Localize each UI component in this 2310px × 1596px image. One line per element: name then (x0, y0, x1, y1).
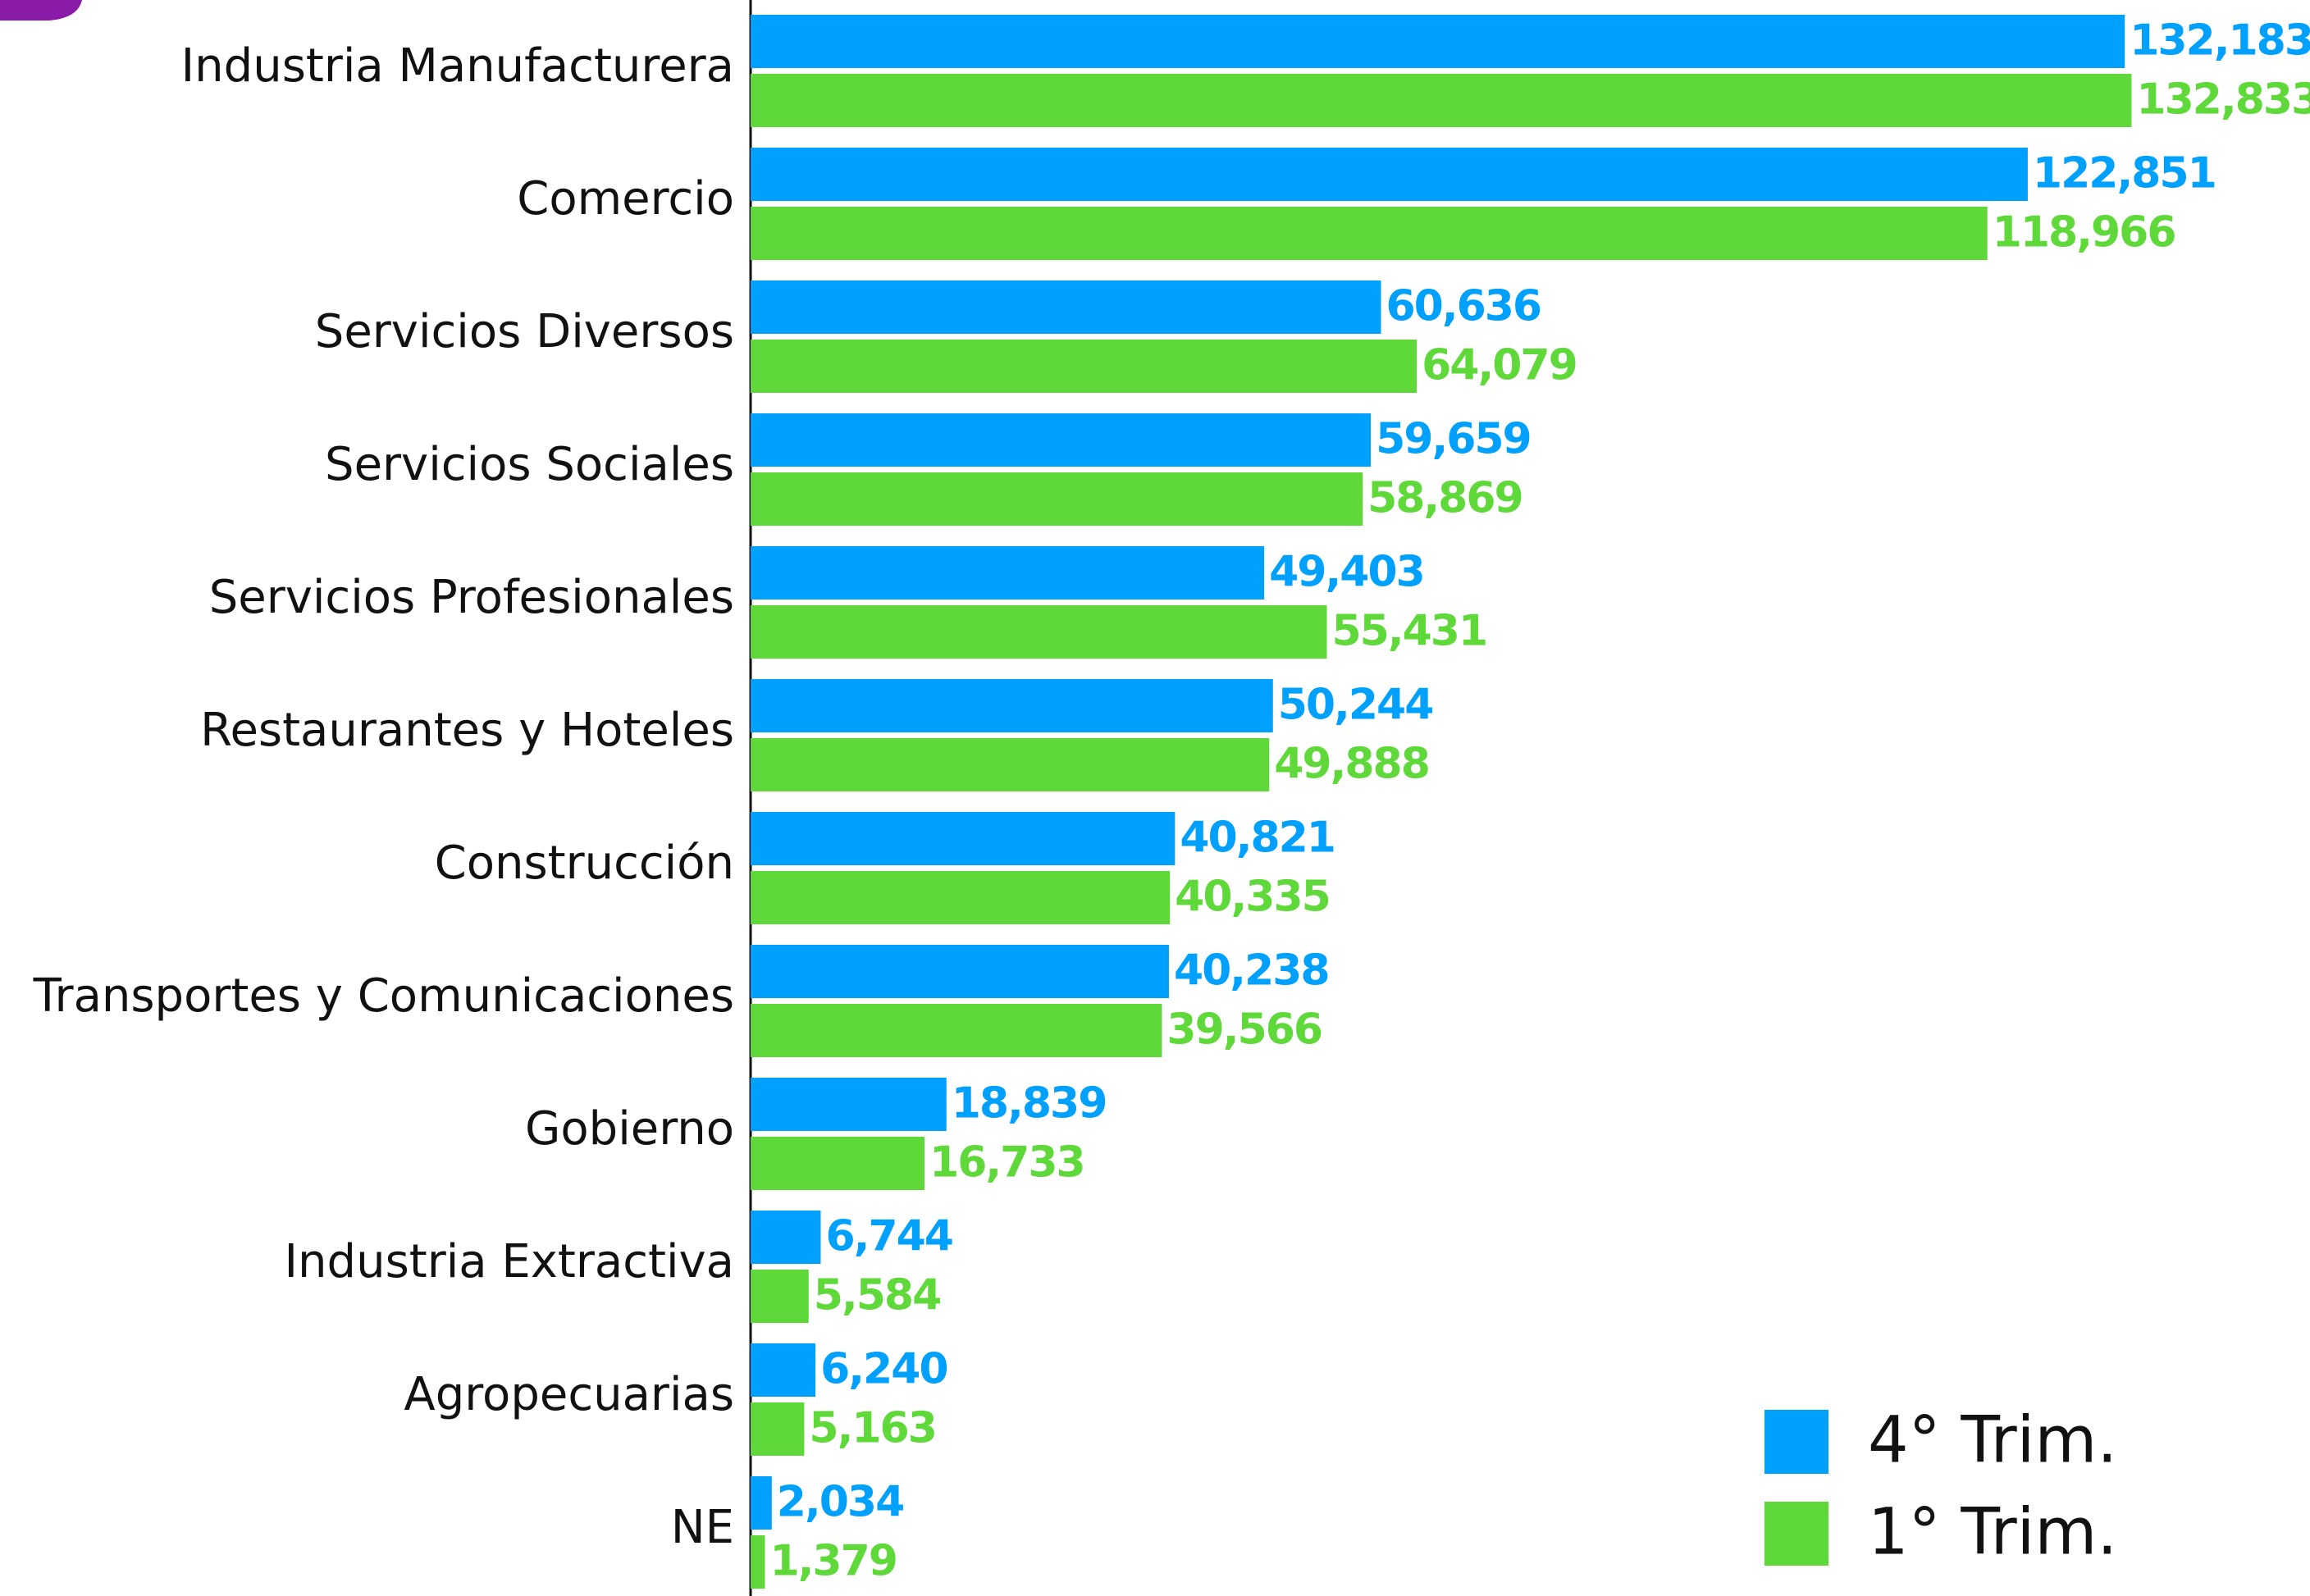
category-label: Industria Extractiva (285, 1235, 734, 1288)
value-label: 40,335 (1175, 873, 1330, 922)
bar (751, 280, 1381, 334)
category-label: NE (671, 1501, 734, 1554)
value-label: 40,821 (1180, 814, 1335, 863)
bar (751, 546, 1265, 600)
bar (751, 1211, 821, 1264)
category-label: Restaurantes y Hoteles (200, 704, 734, 757)
bar (751, 74, 2132, 127)
bar (751, 1343, 816, 1397)
value-label: 5,163 (809, 1404, 935, 1453)
bar (751, 945, 1169, 998)
value-label: 16,733 (929, 1138, 1084, 1188)
bar (751, 1078, 947, 1131)
value-label: 55,431 (1331, 607, 1486, 656)
value-label: 5,584 (814, 1271, 940, 1320)
value-label: 118,966 (1993, 208, 2175, 258)
value-label: 59,659 (1376, 415, 1531, 464)
category-label: Comercio (517, 172, 734, 226)
category-label: Transportes y Comunicaciones (33, 969, 734, 1023)
value-label: 2,034 (777, 1478, 903, 1527)
value-label: 1,379 (769, 1537, 896, 1586)
legend-label: 1° Trim. (1868, 1495, 2117, 1569)
value-label: 132,183 (2130, 16, 2310, 66)
category-label: Servicios Sociales (325, 438, 734, 491)
value-label: 64,079 (1422, 341, 1577, 390)
bar (751, 1270, 809, 1323)
value-label: 40,238 (1174, 946, 1329, 996)
value-label: 39,566 (1166, 1005, 1322, 1055)
category-label: Servicios Profesionales (209, 571, 734, 624)
bar (751, 1004, 1162, 1057)
bar (751, 1476, 772, 1530)
bar (751, 148, 2028, 201)
corner-decoration (0, 0, 82, 21)
bar (751, 1137, 925, 1190)
bar (751, 738, 1270, 791)
bar (751, 413, 1372, 467)
value-label: 132,833 (2136, 75, 2310, 125)
value-label: 49,403 (1269, 548, 1424, 597)
category-label: Agropecuarias (404, 1368, 734, 1421)
bar (751, 15, 2125, 68)
legend-swatch (1764, 1410, 1828, 1474)
value-label: 6,240 (820, 1345, 947, 1394)
bar (751, 871, 1171, 924)
bar (751, 340, 1418, 393)
bar (751, 605, 1327, 659)
category-label: Construcción (435, 837, 734, 890)
value-label: 18,839 (952, 1079, 1107, 1129)
bar (751, 1402, 805, 1456)
value-label: 58,869 (1367, 474, 1522, 523)
legend-swatch (1764, 1502, 1828, 1566)
bar (751, 472, 1363, 526)
bar (751, 1535, 765, 1589)
bar (751, 207, 1988, 260)
bar (751, 679, 1273, 732)
legend-label: 4° Trim. (1868, 1403, 2117, 1477)
category-label: Industria Manufacturera (181, 39, 734, 93)
value-label: 50,244 (1278, 681, 1433, 730)
value-label: 49,888 (1274, 740, 1429, 789)
bar (751, 812, 1176, 865)
value-label: 60,636 (1386, 282, 1541, 331)
category-label: Gobierno (525, 1102, 734, 1156)
category-label: Servicios Diversos (315, 305, 734, 358)
value-label: 122,851 (2033, 149, 2216, 198)
value-label: 6,744 (825, 1212, 952, 1261)
